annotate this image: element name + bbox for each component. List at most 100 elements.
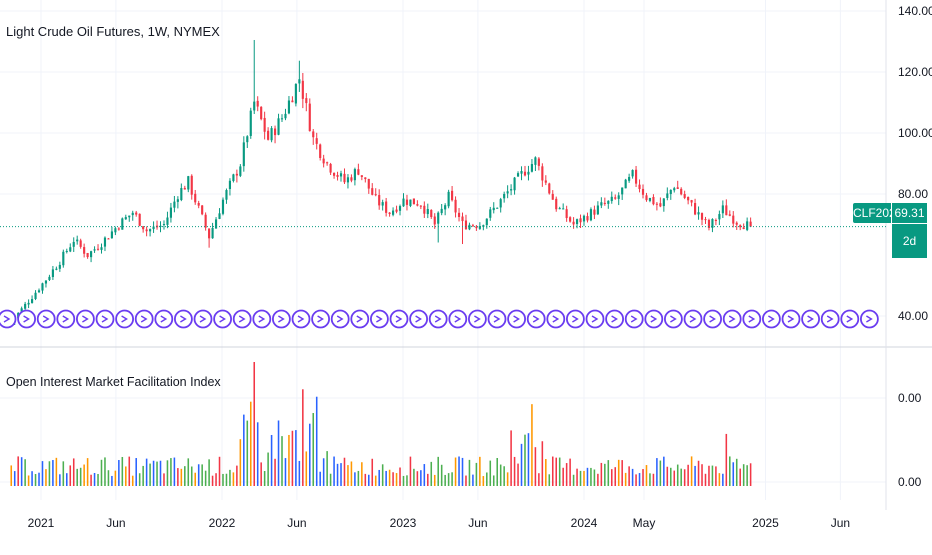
candle (117, 227, 120, 231)
candle-body (169, 207, 172, 218)
candle (444, 203, 447, 216)
indicator-bar (642, 469, 644, 486)
candle (378, 189, 381, 210)
candle-body (312, 131, 315, 138)
indicator-bar (38, 472, 40, 486)
indicator-bar (190, 466, 193, 486)
chevron-right-icon (180, 315, 187, 323)
chevron-right-icon (709, 315, 716, 323)
chevron-right-icon (415, 315, 422, 323)
indicator-bar (86, 458, 89, 486)
candle-body (183, 187, 186, 190)
indicator-bar (156, 461, 158, 486)
signal-marker (232, 309, 252, 329)
candle-body (742, 227, 745, 230)
indicator-bar (451, 472, 453, 486)
axes: 140.00 120.00 100.00 80.00 40.00 0.00 0.00 2021… (0, 0, 932, 530)
candle-body (294, 84, 297, 104)
candle (416, 200, 419, 207)
candle-body (37, 290, 41, 293)
candle-body (714, 219, 717, 221)
indicator-bar (263, 471, 266, 486)
candle-body (211, 227, 214, 239)
marker-ring (467, 309, 487, 329)
indicator-bar (409, 456, 412, 486)
indicator-bar (302, 389, 304, 486)
candle-body (308, 103, 311, 132)
marker-ring (860, 309, 879, 329)
candle-body (187, 176, 190, 190)
candle (398, 204, 402, 216)
candle-body (648, 197, 652, 201)
indicator-bar (392, 472, 394, 486)
candle-body (589, 209, 593, 221)
indicator-bar (694, 465, 696, 486)
chevron-right-icon (160, 315, 168, 323)
candle-body (603, 202, 606, 204)
candle (385, 197, 388, 217)
signal-marker (722, 309, 742, 329)
candle (541, 163, 544, 187)
candle (721, 200, 724, 219)
candle (711, 218, 714, 233)
indicator-bar (479, 456, 481, 486)
indicator-bar (565, 463, 568, 486)
candle (190, 174, 193, 200)
candle-body (478, 226, 481, 229)
candle-body (96, 248, 100, 250)
indicator-bar (378, 469, 380, 486)
candle-body (194, 193, 197, 203)
candle-body (51, 269, 54, 278)
indicator-bar (308, 423, 311, 486)
indicator-bar (524, 434, 526, 486)
candle (145, 226, 148, 237)
candle-body (457, 212, 461, 217)
candle (371, 183, 374, 196)
candle (319, 143, 322, 161)
candle-body (541, 166, 544, 181)
indicator-bar (229, 469, 231, 486)
chevron-right-icon (768, 315, 775, 323)
chevron-right-icon (376, 315, 383, 323)
indicator-bar (600, 462, 603, 486)
candle-body (103, 237, 107, 247)
candle (253, 39, 256, 114)
indicator-bar (66, 473, 68, 486)
candle-body (610, 196, 613, 202)
candle (110, 226, 113, 239)
candle-body (364, 177, 367, 180)
indicator-title: Open Interest Market Facilitation Index (6, 375, 221, 389)
indicator-bar (576, 468, 578, 486)
candle (353, 167, 356, 186)
x-tick-label: Jun (831, 516, 850, 530)
indicator-bar (218, 456, 221, 486)
indicator-y-tick-label: 0.00 (898, 475, 922, 489)
signal-markers (0, 309, 879, 329)
candle-body (718, 214, 721, 220)
indicator-bar (673, 470, 676, 486)
indicator-bar (76, 468, 78, 486)
marker-ring (369, 309, 389, 329)
indicator-bar (260, 462, 262, 486)
candle-body (263, 117, 266, 132)
indicator-bar (701, 464, 703, 486)
chevron-right-icon (121, 315, 128, 323)
indicator-bar (336, 463, 339, 486)
candle (124, 214, 127, 220)
candle-body (680, 188, 683, 195)
marker-ring (56, 309, 76, 329)
candle (322, 154, 325, 168)
signal-marker (664, 309, 683, 329)
candle-body (704, 219, 707, 221)
candle-body (669, 189, 672, 195)
candle-body (159, 225, 162, 227)
indicator-bar (208, 459, 210, 486)
indicator-bar (496, 457, 498, 486)
candle-body (395, 209, 398, 212)
candle (544, 175, 547, 186)
candle-body (579, 218, 582, 223)
indicator-bar (100, 459, 103, 486)
candle (315, 132, 318, 150)
